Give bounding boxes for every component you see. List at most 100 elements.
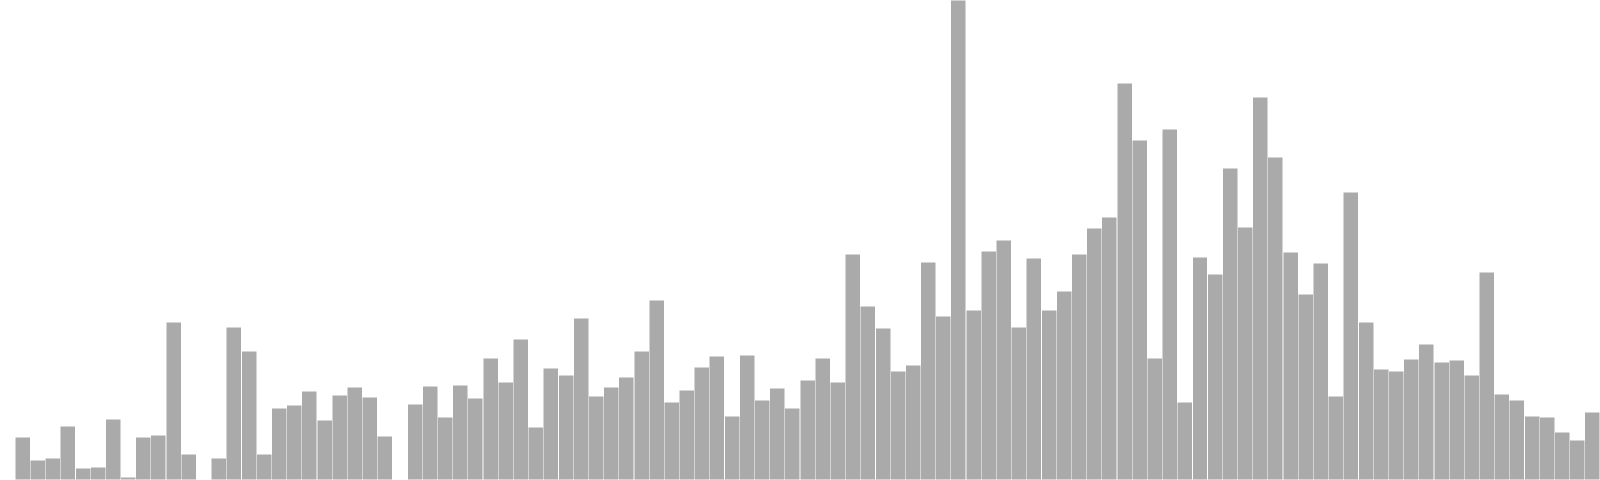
histogram-bar: [573, 317, 589, 480]
histogram-bar: [1539, 416, 1556, 480]
histogram-bar: [1478, 271, 1495, 480]
histogram-bar: [1509, 399, 1525, 480]
histogram-bar: [784, 407, 801, 480]
histogram-bar: [860, 305, 876, 480]
histogram-bar: [407, 403, 423, 480]
histogram-bar: [1177, 401, 1193, 480]
histogram-bar: [950, 0, 967, 480]
histogram-bar: [754, 399, 771, 480]
histogram-bar: [1312, 262, 1329, 480]
histogram-bar: [633, 350, 650, 480]
histogram-bar: [1222, 167, 1239, 480]
histogram-bar: [331, 394, 348, 480]
histogram-bar: [1297, 293, 1314, 480]
histogram-bar: [60, 425, 76, 480]
histogram-bar: [1403, 358, 1420, 480]
histogram-bar: [965, 309, 982, 480]
histogram-bar: [1192, 256, 1208, 480]
histogram-bar: [618, 376, 635, 480]
histogram-bar: [286, 404, 303, 480]
histogram-bar: [165, 321, 182, 480]
histogram-bar: [150, 434, 167, 480]
histogram-bar: [361, 396, 378, 480]
histogram-bar: [724, 415, 740, 480]
histogram-bar: [1086, 227, 1103, 480]
histogram-bar: [1041, 309, 1057, 480]
histogram-bar: [1267, 156, 1284, 480]
histogram-bar: [437, 416, 454, 480]
histogram-bar: [1524, 415, 1540, 480]
histogram-bar: [678, 389, 695, 480]
histogram-bar: [1448, 359, 1465, 480]
histogram-bar: [1494, 393, 1510, 480]
histogram-bar: [29, 459, 46, 480]
histogram-bar: [1207, 273, 1223, 480]
histogram-bar: [694, 366, 710, 480]
histogram-bar: [769, 387, 786, 480]
histogram-bar: [1358, 321, 1374, 480]
histogram-bar: [482, 357, 499, 480]
histogram-bar: [905, 364, 922, 480]
histogram-bar: [558, 374, 574, 480]
histogram-bar: [256, 453, 272, 480]
histogram-bar: [1131, 139, 1148, 480]
histogram-bar: [1554, 431, 1571, 480]
histogram-bar: [1373, 368, 1389, 480]
histogram-bar: [452, 384, 469, 480]
histogram-bar: [935, 315, 952, 480]
histogram-bar: [316, 419, 333, 480]
histogram-bar: [980, 250, 997, 480]
histogram-bar: [1584, 411, 1600, 480]
histogram-bar: [226, 326, 242, 480]
histogram-bar: [829, 381, 846, 480]
histogram-bar: [1011, 326, 1027, 480]
histogram-bar: [211, 457, 227, 480]
histogram-bar: [648, 299, 665, 480]
histogram-bar: [467, 397, 484, 480]
histogram-bar: [663, 401, 680, 480]
histogram-bar: [497, 381, 514, 480]
histogram-bar: [1433, 361, 1450, 480]
histogram-bar: [890, 370, 906, 480]
histogram-bar: [543, 367, 559, 480]
histogram-bar: [709, 355, 725, 480]
histogram-bar: [799, 379, 816, 480]
histogram-bar: [1101, 216, 1118, 480]
histogram-bar: [588, 395, 605, 480]
histogram-bar: [875, 327, 891, 480]
histogram-bar: [377, 435, 393, 480]
histogram-bar: [1569, 439, 1586, 480]
histogram-bar: [1343, 191, 1359, 480]
histogram-bar: [271, 407, 288, 480]
histogram-bar: [44, 457, 61, 480]
histogram-bar: [603, 386, 620, 480]
histogram-bar: [814, 357, 831, 480]
histogram-bar: [1463, 374, 1480, 480]
histogram-bar: [1146, 357, 1163, 480]
histogram-bar: [1116, 82, 1133, 480]
histogram-bar: [180, 453, 197, 480]
histogram-bar: [1237, 226, 1254, 480]
histogram-bar: [75, 467, 91, 480]
histogram-bar: [90, 466, 106, 480]
histogram-bar: [1026, 257, 1042, 480]
histogram-bar: [422, 385, 439, 480]
histogram-bar: [301, 390, 318, 480]
histogram-bar: [1282, 251, 1299, 480]
histogram-bar: [1418, 343, 1435, 480]
histogram-bar: [1388, 370, 1405, 480]
histogram-bar: [512, 338, 529, 480]
histogram-bar: [1328, 395, 1344, 480]
histogram-bar: [739, 354, 756, 480]
histogram-bar: [346, 386, 363, 480]
histogram-bar: [135, 436, 152, 480]
histogram-bar: [1056, 290, 1072, 480]
histogram-bar: [1252, 96, 1269, 480]
histogram-bar: [920, 261, 937, 480]
histogram-bar: [844, 253, 861, 480]
histogram-bar: [105, 418, 122, 480]
histogram-bar: [528, 426, 544, 480]
histogram-bar: [1071, 253, 1088, 480]
